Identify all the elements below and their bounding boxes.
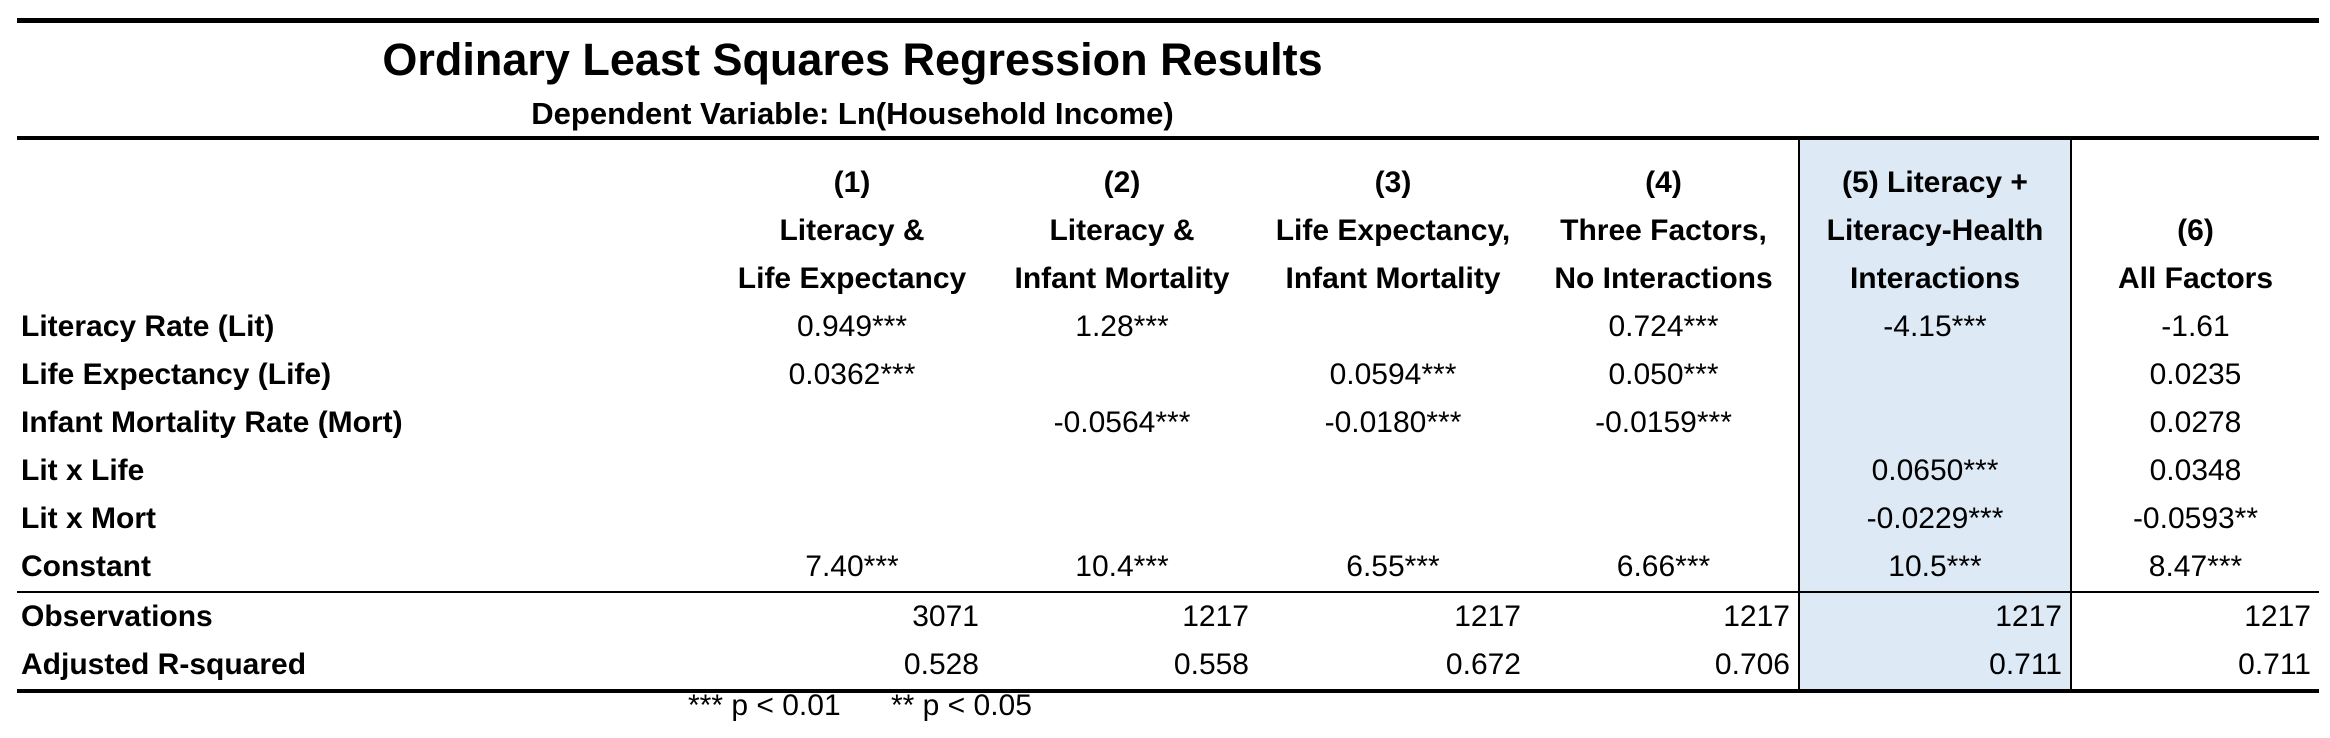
table-cell: -0.0564*** (1053, 406, 1191, 439)
column-header-line: (4) (1645, 166, 1682, 199)
table-cell: 0.0594*** (1329, 358, 1457, 391)
table-cell: -0.0593** (2132, 502, 2259, 535)
column-header-2: (2) Literacy & Infant Mortality (987, 140, 1257, 303)
table-cell: 1217 (1798, 591, 2072, 641)
column-header-line: (3) (1374, 166, 1412, 199)
row-label: Lit x Mort (21, 502, 156, 535)
table-cell (1798, 351, 2072, 399)
row-label: Constant (21, 550, 151, 583)
table-cell: -1.61 (2161, 310, 2230, 343)
column-header-line: Life Expectancy, (1275, 214, 1511, 247)
table-cell (1257, 303, 1529, 351)
column-header-6: (6) All Factors (2071, 140, 2319, 303)
table-cell: 10.5*** (1798, 543, 2072, 592)
table-cell: 0.0362*** (788, 358, 916, 391)
table-cell: 0.528 (717, 641, 987, 693)
significance-footnote: *** p < 0.01 ** p < 0.05 (688, 686, 1074, 726)
column-header-line: Three Factors, (1560, 214, 1767, 247)
column-header-line: (2) (1103, 166, 1141, 199)
table-cell: 1217 (987, 591, 1257, 641)
table-cell: 0.0278 (2149, 406, 2242, 439)
column-header-line: No Interactions (1554, 262, 1773, 295)
table-row: Infant Mortality Rate (Mort) -0.0564*** … (17, 399, 2319, 447)
table-row: Adjusted R-squared 0.528 0.558 0.672 0.7… (17, 641, 2319, 693)
regression-table: (1) Literacy & Life Expectancy (2) Liter… (17, 140, 2319, 693)
table-cell: 0.706 (1529, 641, 1799, 693)
row-label: Infant Mortality Rate (Mort) (21, 406, 403, 439)
table-cell: 8.47*** (2148, 550, 2243, 583)
table-cell (1257, 447, 1529, 495)
table-cell: 0.711 (1798, 641, 2072, 693)
table-cell: 0.724*** (1608, 310, 1719, 343)
column-header-1: (1) Literacy & Life Expectancy (717, 140, 987, 303)
table-cell: -0.0229*** (1798, 495, 2072, 543)
table-subtitle: Dependent Variable: Ln(Household Income) (531, 96, 1174, 131)
column-header-line: All Factors (2117, 262, 2274, 295)
table-cell: 1.28*** (1075, 310, 1169, 343)
table-cell: -4.15*** (1798, 303, 2072, 351)
row-label: Adjusted R-squared (17, 641, 717, 693)
footnote-5pct: ** p < 0.05 (890, 689, 1032, 722)
column-header-line: Literacy & (779, 214, 925, 247)
table-row: Constant 7.40*** 10.4*** 6.55*** 6.66***… (17, 543, 2319, 592)
table-cell: 7.40*** (805, 550, 899, 583)
row-label: Life Expectancy (Life) (21, 358, 332, 391)
header-blank (17, 140, 717, 303)
table-cell: 0.558 (987, 641, 1257, 693)
table-cell: 0.050*** (1608, 358, 1719, 391)
table-cell: 3071 (717, 591, 987, 641)
table-cell (717, 495, 987, 543)
table-title: Ordinary Least Squares Regression Result… (382, 34, 1323, 85)
table-row: Literacy Rate (Lit) 0.949*** 1.28*** 0.7… (17, 303, 2319, 351)
table-cell: 10.4*** (1075, 550, 1169, 583)
table-cell: -0.0159*** (1595, 406, 1732, 439)
row-label: Observations (17, 591, 717, 641)
table-cell: 0.0348 (2149, 454, 2242, 487)
table-cell (1257, 495, 1529, 543)
column-header-5: (5) Literacy + Literacy-Health Interacti… (1798, 140, 2072, 303)
table-cell (1529, 495, 1799, 543)
column-header-line: (6) (2177, 214, 2214, 247)
table-cell (987, 447, 1257, 495)
column-header-line: (1) (833, 166, 871, 199)
table-cell (987, 351, 1257, 399)
column-header-line: Literacy & (1049, 214, 1195, 247)
table-cell: 1217 (1529, 591, 1799, 641)
table-cell: 1217 (1257, 591, 1529, 641)
column-header-3: (3) Life Expectancy, Infant Mortality (1257, 140, 1529, 303)
table-cell (717, 447, 987, 495)
table-row: Lit x Life 0.0650*** 0.0348 (17, 447, 2319, 495)
column-header-line: Life Expectancy (737, 262, 967, 295)
column-header-line: Interactions (1849, 262, 2021, 295)
column-header-line: Infant Mortality (1014, 262, 1230, 295)
table-cell: -0.0180*** (1324, 406, 1462, 439)
table-cell: 0.672 (1257, 641, 1529, 693)
table-row: Lit x Mort -0.0229*** -0.0593** (17, 495, 2319, 543)
table-cell (987, 495, 1257, 543)
table-cell: 6.55*** (1346, 550, 1440, 583)
table-row: Life Expectancy (Life) 0.0362*** 0.0594*… (17, 351, 2319, 399)
table-cell: 0.711 (2071, 641, 2319, 693)
table-cell (717, 399, 987, 447)
table-cell: 0.0650*** (1798, 447, 2072, 495)
row-label: Lit x Life (21, 454, 145, 487)
header-rule (17, 136, 2319, 140)
table-cell: 6.66*** (1616, 550, 1711, 583)
table-row: Observations 3071 1217 1217 1217 1217 12… (17, 591, 2319, 641)
table-cell (1798, 399, 2072, 447)
footnote-1pct: *** p < 0.01 (688, 689, 841, 722)
table-cell: 0.0235 (2149, 358, 2242, 391)
column-header-line: (5) Literacy + (1842, 166, 2028, 199)
table-cell: 1217 (2071, 591, 2319, 641)
row-label: Literacy Rate (Lit) (21, 310, 275, 343)
table-cell: 0.949*** (796, 310, 908, 343)
table-cell (1529, 447, 1799, 495)
column-header-line: Literacy-Health (1826, 214, 2044, 247)
column-header-4: (4) Three Factors, No Interactions (1529, 140, 1799, 303)
column-header-line: Infant Mortality (1285, 262, 1501, 295)
top-rule (17, 18, 2319, 23)
